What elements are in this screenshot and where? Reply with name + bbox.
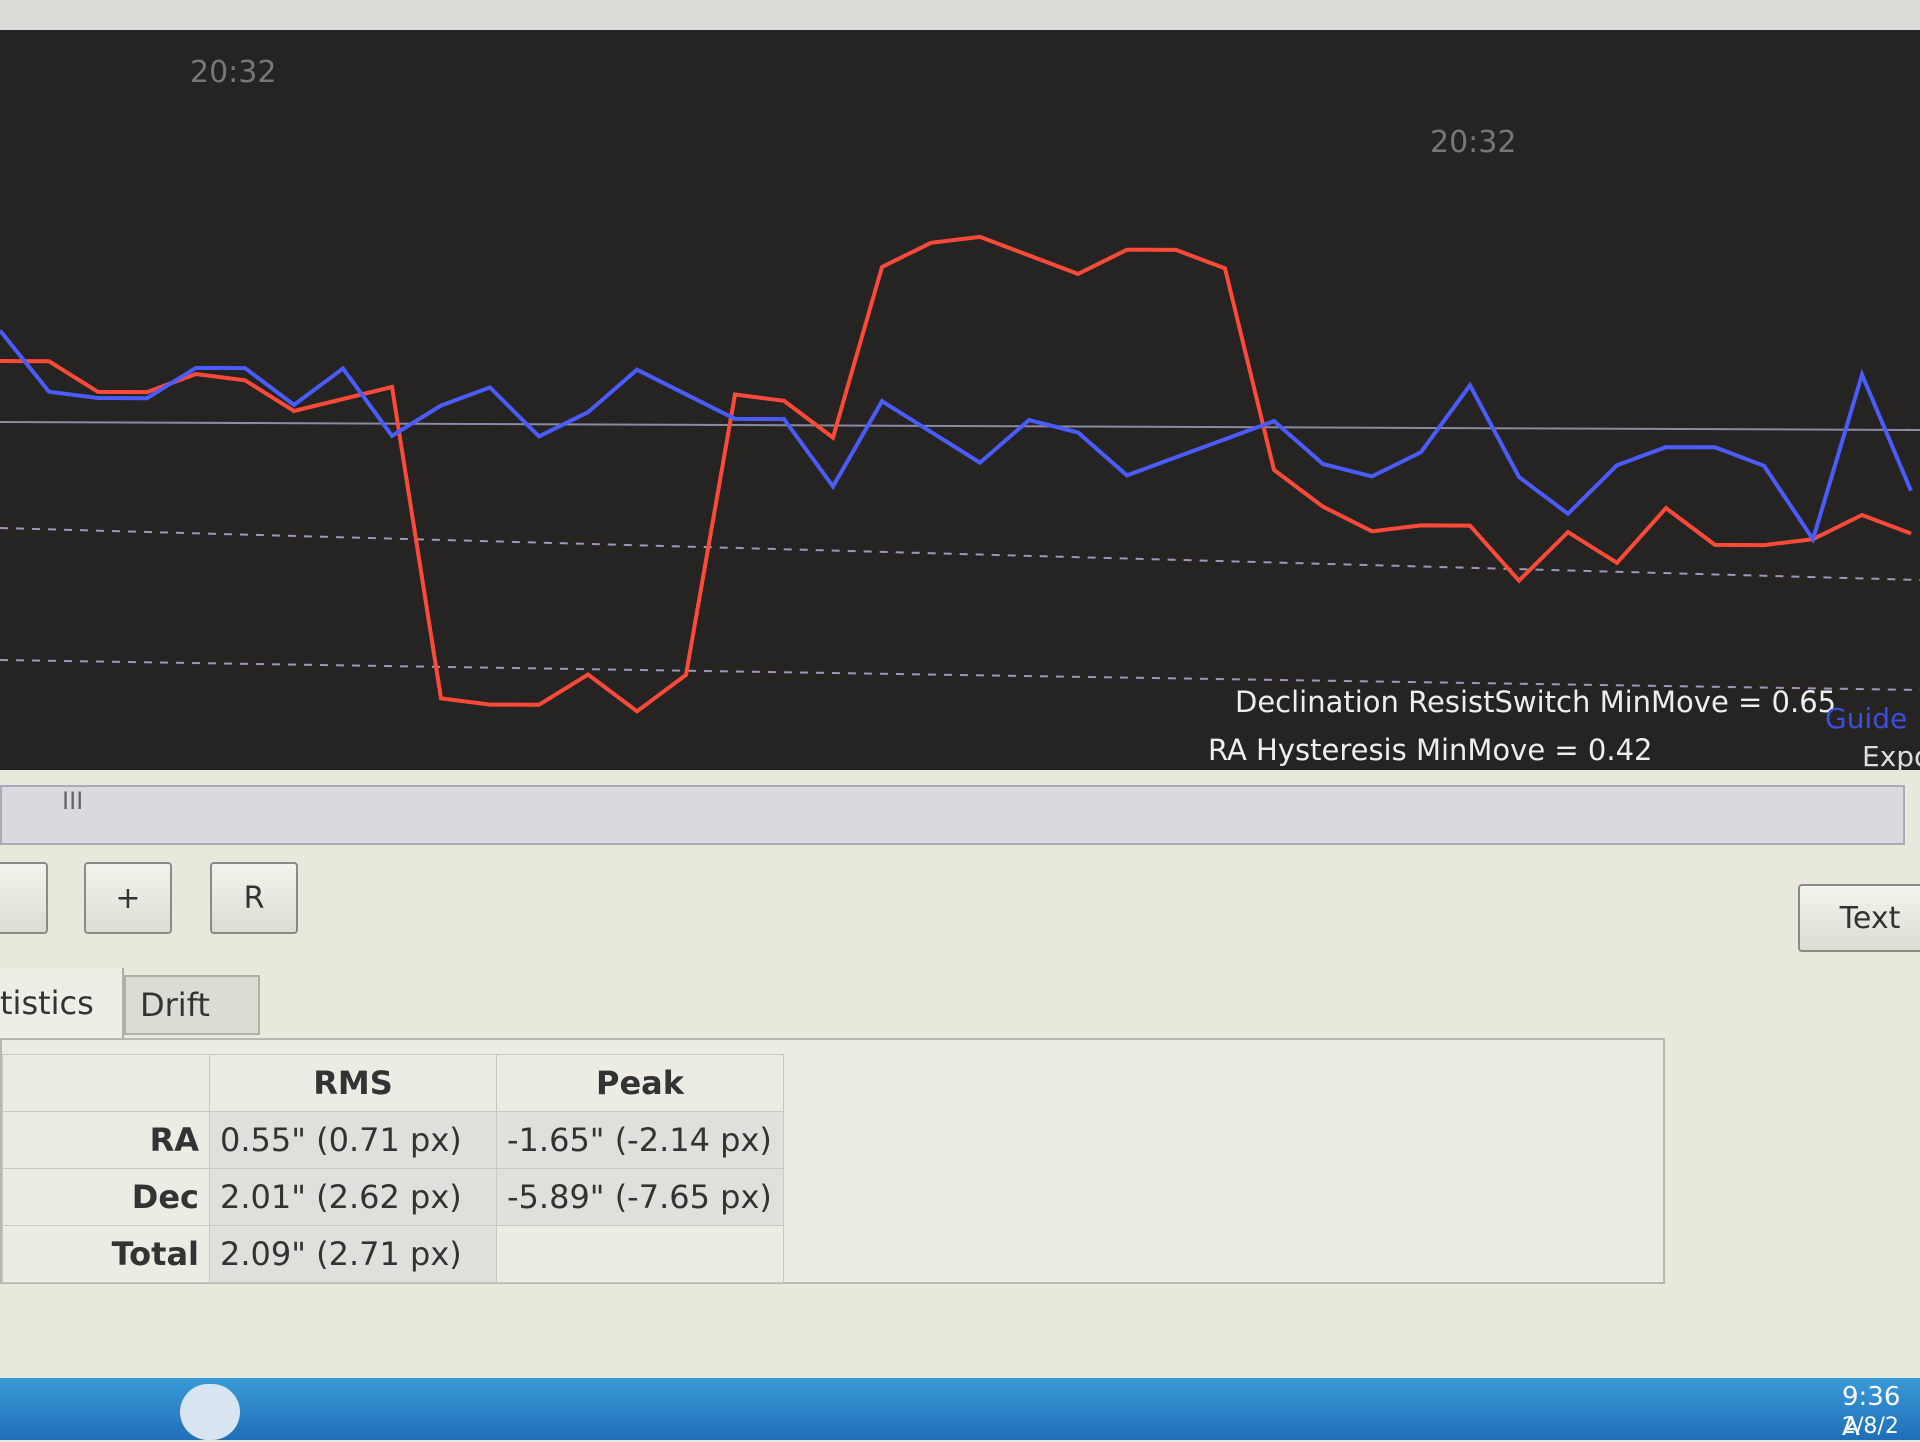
cell: -1.65" (-2.14 px) bbox=[496, 1111, 784, 1169]
button[interactable]: R bbox=[210, 862, 298, 934]
note: Declination ResistSwitch MinMove = 0.65 bbox=[1235, 685, 1836, 719]
taskbar: 9:36 A 2/8/2 bbox=[0, 1378, 1920, 1442]
tab[interactable]: tistics bbox=[0, 968, 124, 1038]
column-header: RMS bbox=[209, 1054, 497, 1112]
zero-line bbox=[0, 421, 1920, 431]
cell bbox=[496, 1225, 784, 1283]
taskbar-icon[interactable] bbox=[180, 1384, 240, 1440]
clock-time: 9:36 A bbox=[1842, 1382, 1901, 1442]
time-label: 20:32 bbox=[190, 55, 276, 90]
cell: 2.09" (2.71 px) bbox=[209, 1225, 497, 1283]
cut-label: Expo bbox=[1862, 740, 1920, 770]
dashed-line bbox=[0, 527, 1920, 581]
note: RA Hysteresis MinMove = 0.42 bbox=[1208, 733, 1652, 767]
column-header: Peak bbox=[496, 1054, 784, 1112]
corner-cell bbox=[2, 1054, 210, 1112]
stats-table: RMS Peak RA 0.55" (0.71 px) -1.65" (-2.1… bbox=[2, 1054, 784, 1283]
cell: -5.89" (-7.65 px) bbox=[496, 1168, 784, 1226]
button[interactable]: Text bbox=[1798, 884, 1920, 952]
ra-line bbox=[0, 329, 1913, 544]
tab[interactable]: Drift bbox=[124, 975, 260, 1035]
time-label: 20:32 bbox=[1430, 125, 1516, 160]
stats-panel: RMS Peak RA 0.55" (0.71 px) -1.65" (-2.1… bbox=[0, 1038, 1665, 1284]
scrollbar[interactable]: III bbox=[0, 785, 1905, 845]
guide-graph: 20:32 20:32 Declination ResistSwitch Min… bbox=[0, 30, 1920, 770]
dashed-line bbox=[0, 659, 1920, 691]
row-label: Total bbox=[2, 1225, 210, 1283]
row-label: Dec bbox=[2, 1168, 210, 1226]
cut-label: Guide bbox=[1825, 702, 1907, 735]
row-label: RA bbox=[2, 1111, 210, 1169]
cell: 2.01" (2.62 px) bbox=[209, 1168, 497, 1226]
dec-line bbox=[0, 234, 1912, 714]
scroll-grip: III bbox=[62, 787, 84, 815]
button[interactable] bbox=[0, 862, 48, 934]
cell: 0.55" (0.71 px) bbox=[209, 1111, 497, 1169]
graph-background bbox=[0, 30, 1920, 770]
button[interactable]: + bbox=[84, 862, 172, 934]
clock-date: 2/8/2 bbox=[1842, 1414, 1899, 1439]
